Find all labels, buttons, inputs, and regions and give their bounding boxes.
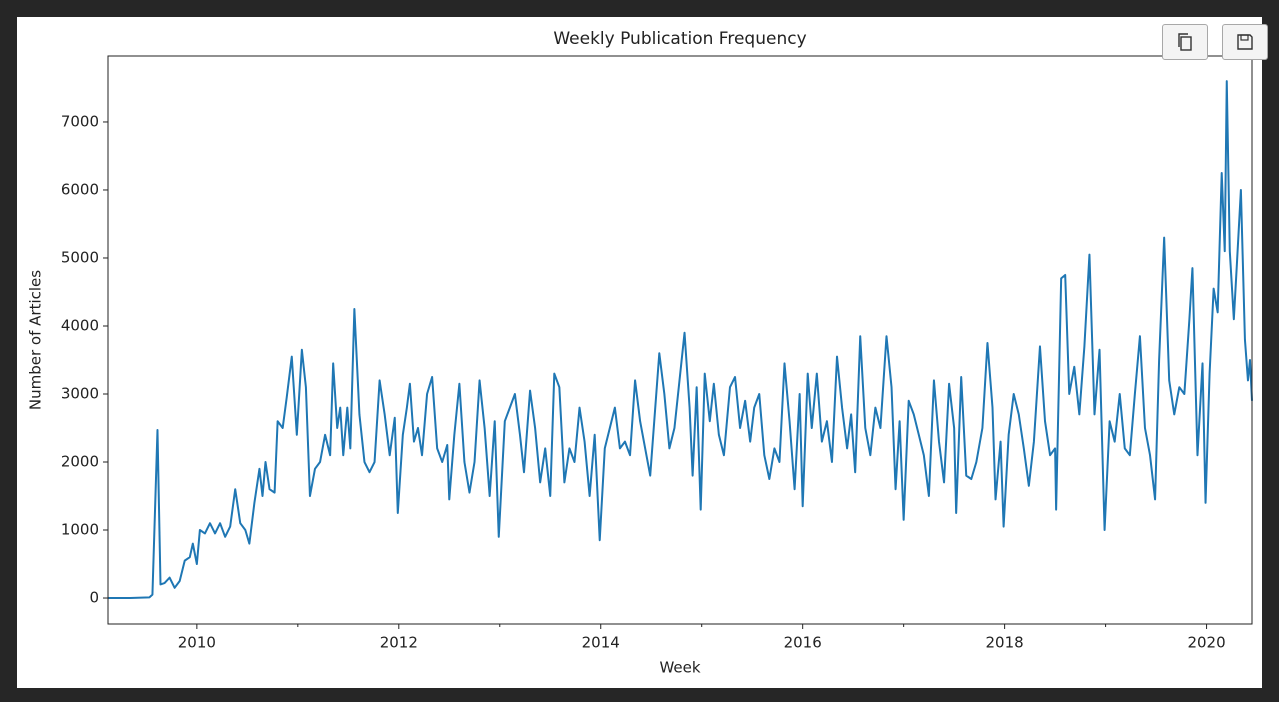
x-tick-label: 2018 xyxy=(986,634,1024,652)
y-tick-label: 6000 xyxy=(61,180,99,198)
x-tick-label: 2016 xyxy=(784,634,822,652)
y-tick-label: 2000 xyxy=(61,453,99,471)
plot-frame xyxy=(107,55,1253,625)
figure-background xyxy=(17,17,1262,688)
y-axis-label: Number of Articles xyxy=(27,270,45,410)
copy-icon xyxy=(1178,33,1192,51)
y-tick-label: 0 xyxy=(89,589,99,607)
y-tick-label: 5000 xyxy=(61,248,99,266)
copy-button[interactable] xyxy=(1162,24,1208,60)
x-tick-label: 2014 xyxy=(582,634,620,652)
save-button[interactable] xyxy=(1222,24,1268,60)
x-axis-label: Week xyxy=(659,659,700,677)
save-icon xyxy=(1237,34,1253,50)
data-line xyxy=(108,80,1253,600)
y-tick-label: 4000 xyxy=(61,316,99,334)
y-tick-label: 1000 xyxy=(61,521,99,539)
x-tick-label: 2020 xyxy=(1187,634,1225,652)
x-tick-label: 2012 xyxy=(380,634,418,652)
y-tick-label: 3000 xyxy=(61,384,99,402)
y-tick-label: 7000 xyxy=(61,112,99,130)
chart-title: Weekly Publication Frequency xyxy=(553,29,806,49)
x-tick-label: 2010 xyxy=(178,634,216,652)
